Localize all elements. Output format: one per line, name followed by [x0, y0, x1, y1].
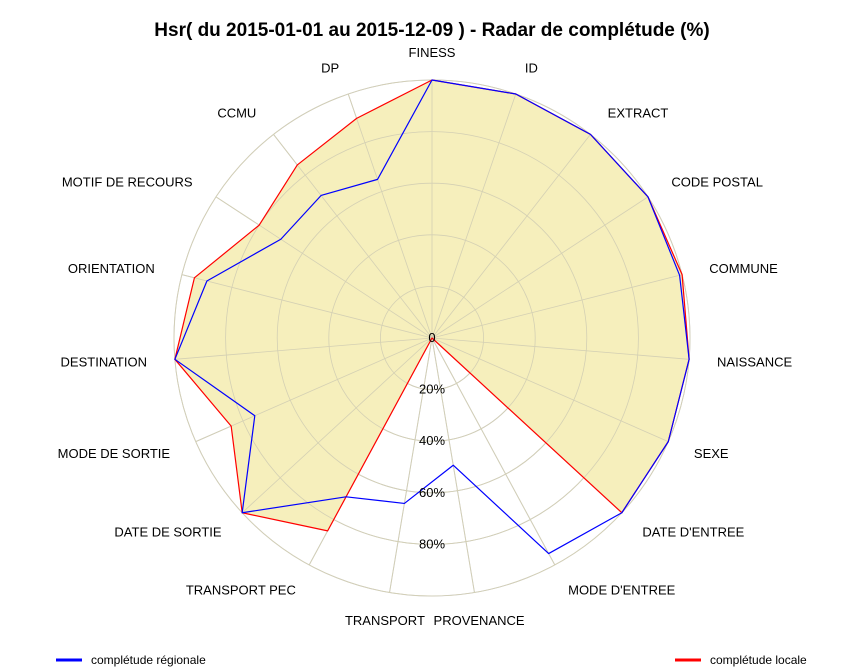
axis-label: COMMUNE: [709, 261, 778, 276]
axis-label: MODE DE SORTIE: [58, 446, 171, 461]
grid-spoke-overlay: [195, 337, 433, 443]
grid-spoke-overlay: [431, 93, 517, 339]
ring-label: 40%: [419, 433, 445, 448]
legend-label-locale: complétude locale: [710, 653, 807, 667]
grid-spoke-overlay: [431, 337, 556, 566]
axis-label: SEXE: [694, 446, 729, 461]
axis-label: ORIENTATION: [68, 261, 155, 276]
axis-label: TRANSPORT PEC: [186, 583, 296, 598]
fill-layer: [173, 79, 691, 597]
grid-spoke-overlay: [174, 337, 433, 360]
axis-label: CCMU: [217, 105, 256, 120]
axis-label: DATE D'ENTREE: [642, 525, 744, 540]
grid-spoke-overlay: [431, 134, 591, 339]
axis-label: ID: [525, 60, 538, 75]
axis-label: PROVENANCE: [434, 613, 525, 628]
grid-spoke-overlay: [273, 134, 433, 339]
grid-spoke-overlay: [431, 274, 683, 339]
legend: complétude régionale complétude locale: [56, 653, 807, 667]
ring-label: 20%: [419, 382, 445, 397]
axis-label: DESTINATION: [61, 355, 147, 370]
axis-labels: FINESS ID EXTRACT CODE POSTAL COMMUNE NAISSAN…: [58, 45, 793, 628]
axis-label: DATE DE SORTIE: [114, 525, 221, 540]
grid-spoke-overlay: [389, 337, 433, 593]
axis-label: CODE POSTAL: [671, 175, 763, 190]
chart-title: Hsr( du 2015-01-01 au 2015-12-09 ) - Rad…: [154, 20, 709, 41]
ring-label: 0: [428, 330, 435, 345]
axis-label: NAISSANCE: [717, 355, 792, 370]
grid-spoke-overlay: [431, 337, 690, 360]
grid-spoke-overlay: [181, 274, 433, 339]
axis-label: FINESS: [409, 45, 456, 60]
axis-label: MODE D'ENTREE: [568, 583, 676, 598]
ring-labels: 0 20% 40% 60% 80%: [419, 330, 445, 551]
grid-spoke-overlay: [431, 337, 669, 443]
legend-label-regionale: complétude régionale: [91, 653, 206, 667]
ring-label: 60%: [419, 485, 445, 500]
axis-label: MOTIF DE RECOURS: [62, 175, 193, 190]
axis-label: DP: [321, 60, 339, 75]
grid-spoke-overlay: [347, 93, 433, 339]
axis-label: EXTRACT: [608, 105, 669, 120]
grid-spoke-overlay: [215, 196, 433, 339]
grid-spoke-overlay: [241, 337, 433, 514]
series-lines: [174, 79, 690, 555]
axis-label: TRANSPORT: [345, 613, 425, 628]
series-line-regionale: [174, 79, 690, 555]
ring-label: 80%: [419, 536, 445, 551]
grid-spoke-overlay: [431, 196, 649, 339]
